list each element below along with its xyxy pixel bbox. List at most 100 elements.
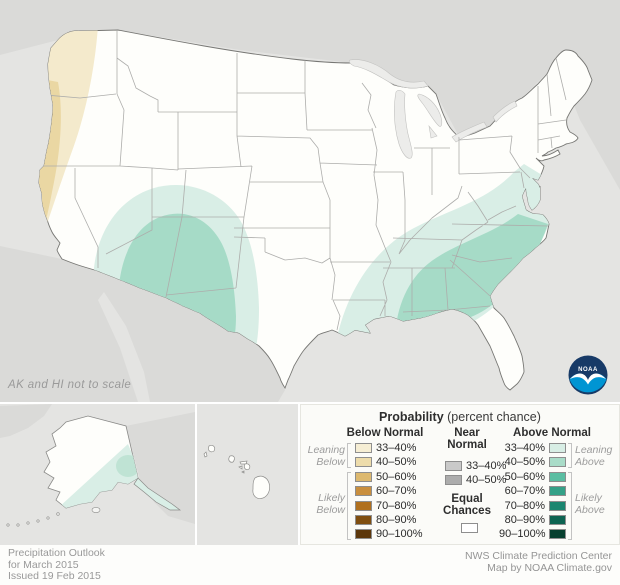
hawaiian-islands (203, 445, 270, 499)
above-normal-inner-region-southeast (396, 214, 548, 327)
gulf-of-california (98, 292, 150, 402)
likely-below-bracket (347, 472, 351, 540)
color-swatch (445, 461, 462, 471)
state-borders (44, 31, 567, 331)
likely-above-label: Likely Above (575, 492, 605, 517)
russia-land (0, 404, 52, 438)
source-credit: NWS Climate Prediction Center Map by NOA… (464, 550, 612, 574)
conus-map: NOAA (0, 0, 620, 402)
legend-row: 60–70% (499, 485, 566, 498)
range-label: 50–60% (376, 470, 417, 483)
color-swatch (549, 486, 566, 497)
legend-row: 90–100% (499, 528, 566, 541)
range-label: 60–70% (376, 485, 417, 498)
legend-row: 70–80% (499, 499, 566, 512)
noaa-logo-text: NOAA (578, 367, 598, 373)
hawaii-inset-map (197, 404, 298, 545)
leaning-above-bracket (568, 443, 572, 468)
legend-row: 50–60% (499, 470, 566, 483)
probability-legend: Probability (percent chance) Below Norma… (300, 404, 620, 545)
color-swatch (355, 471, 372, 482)
range-label: 90–100% (376, 528, 423, 541)
legend-row: 33–40% (355, 442, 423, 454)
legend-title-bold: Probability (379, 410, 444, 424)
color-swatch (549, 500, 566, 511)
color-swatch (549, 514, 566, 525)
color-swatch (355, 486, 372, 497)
range-label: 60–70% (504, 485, 545, 498)
legend-row: 40–50% (445, 474, 507, 487)
legend-row: 60–70% (355, 485, 423, 498)
legend-row: 33–40% (499, 442, 566, 454)
equal-chances-label: Equal Chances (443, 493, 491, 518)
color-swatch (355, 500, 372, 511)
color-swatch (445, 475, 462, 486)
noaa-logo: NOAA (568, 355, 608, 395)
near-normal-header: Near Normal (447, 427, 487, 452)
alaska-panhandle (133, 477, 182, 511)
not-to-scale-note: AK and HI not to scale (8, 379, 132, 391)
outlook-caption: Precipitation Outlook for March 2015 Iss… (8, 547, 105, 583)
island-lanai (238, 465, 243, 470)
range-label: 40–50% (466, 474, 507, 487)
lake-ontario (492, 100, 518, 123)
range-label: 70–80% (504, 499, 545, 512)
mexico-land (0, 246, 285, 402)
range-label: 40–50% (504, 456, 545, 469)
legend-row: 40–50% (499, 456, 566, 469)
caption-line: Precipitation Outlook (8, 547, 105, 559)
legend-row: 40–50% (355, 456, 423, 469)
range-label: 33–40% (376, 442, 417, 454)
range-label: 70–80% (376, 499, 417, 512)
color-swatch (549, 457, 566, 468)
range-label: 90–100% (499, 528, 546, 541)
caption-line: for March 2015 (8, 558, 79, 571)
leaning-below-bracket (347, 443, 351, 468)
below-normal-header: Below Normal (346, 427, 424, 439)
equal-chances-swatch (461, 523, 478, 533)
legend-row: 70–80% (355, 499, 423, 512)
leaning-above-label: Leaning Above (575, 444, 613, 469)
lake-michigan (394, 89, 413, 159)
credit-line: Map by NOAA Climate.gov (487, 561, 612, 574)
range-label: 33–40% (504, 442, 545, 454)
likely-above-bracket (568, 472, 572, 540)
color-swatch (355, 514, 372, 525)
lake-superior (348, 59, 429, 89)
aleutian-islands (6, 507, 101, 527)
color-swatch (355, 443, 372, 453)
leaning-below-label: Leaning Below (307, 444, 345, 469)
color-swatch (549, 471, 566, 482)
color-swatch (549, 529, 566, 540)
great-lakes (348, 59, 518, 159)
island-niihau (203, 451, 208, 458)
island-hawaii (252, 475, 270, 499)
legend-row: 80–90% (355, 514, 423, 525)
above-normal-header: Above Normal (513, 427, 591, 439)
legend-title: Probability (percent chance) (301, 410, 619, 424)
likely-below-label: Likely Below (316, 492, 345, 517)
legend-title-note: (percent chance) (447, 410, 541, 424)
island-kahoolawe (241, 470, 245, 474)
alaska-inset-map (0, 404, 195, 545)
footer: Precipitation Outlook for March 2015 Iss… (0, 545, 620, 585)
canada-land-inset (126, 412, 195, 524)
color-swatch (355, 457, 372, 468)
range-label: 40–50% (376, 456, 417, 469)
above-normal-rows: 33–40% 40–50% 50–60% 60–70% 70–80% 80–90… (499, 442, 566, 541)
island-maui (244, 463, 251, 470)
lake-huron (417, 93, 443, 127)
color-swatch (549, 443, 566, 453)
caption-line: Issued 19 Feb 2015 (8, 570, 101, 583)
range-label: 80–90% (504, 513, 545, 526)
near-normal-rows: 33–40% 40–50% (445, 460, 507, 487)
island-oahu (228, 455, 235, 463)
legend-row: 80–90% (499, 513, 566, 526)
legend-row: 90–100% (355, 528, 423, 541)
credit-line: NWS Climate Prediction Center (464, 550, 612, 562)
range-label: 33–40% (466, 460, 507, 472)
range-label: 50–60% (504, 470, 545, 483)
canada-land (0, 0, 620, 190)
legend-row: 50–60% (355, 470, 423, 483)
